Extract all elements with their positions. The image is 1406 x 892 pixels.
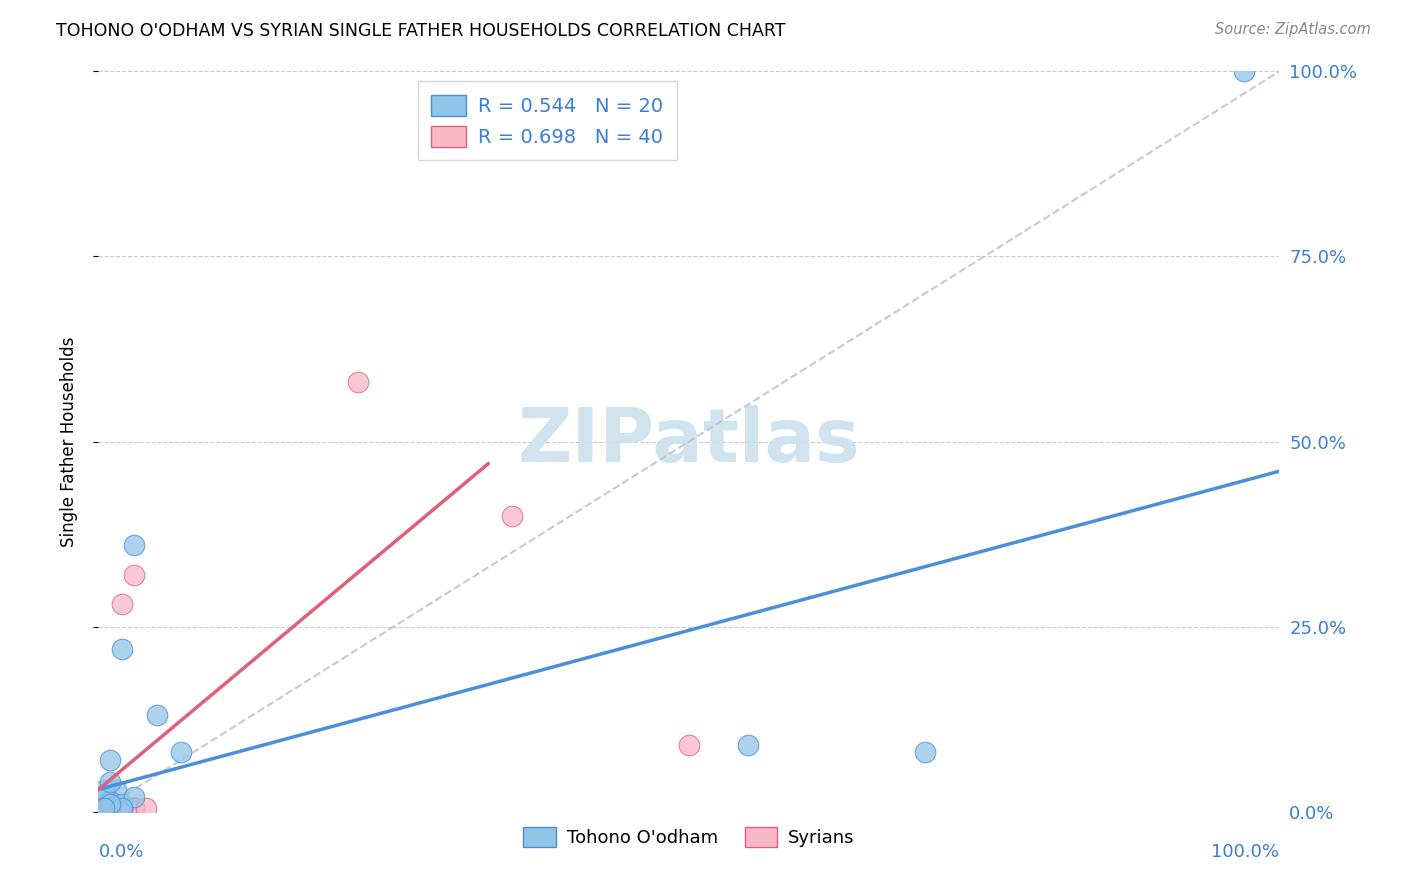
Point xyxy=(737,738,759,752)
Text: TOHONO O'ODHAM VS SYRIAN SINGLE FATHER HOUSEHOLDS CORRELATION CHART: TOHONO O'ODHAM VS SYRIAN SINGLE FATHER H… xyxy=(56,22,786,40)
Point xyxy=(93,797,115,812)
Point xyxy=(98,797,121,812)
Point xyxy=(93,801,115,815)
Point xyxy=(93,801,115,815)
Point xyxy=(111,801,134,815)
Point xyxy=(122,789,145,804)
Point xyxy=(1233,64,1256,78)
Point xyxy=(98,794,121,808)
Text: Source: ZipAtlas.com: Source: ZipAtlas.com xyxy=(1215,22,1371,37)
Point xyxy=(347,376,370,390)
Point xyxy=(122,567,145,582)
Point xyxy=(111,801,134,815)
Point xyxy=(111,801,134,815)
Point xyxy=(111,801,134,815)
Point xyxy=(93,789,115,804)
Text: 100.0%: 100.0% xyxy=(1212,843,1279,861)
Text: 0.0%: 0.0% xyxy=(98,843,143,861)
Point xyxy=(111,801,134,815)
Point xyxy=(98,801,121,815)
Point xyxy=(93,801,115,815)
Point xyxy=(122,801,145,815)
Point xyxy=(93,801,115,815)
Point xyxy=(111,801,134,815)
Y-axis label: Single Father Households: Single Father Households xyxy=(59,336,77,547)
Point xyxy=(98,801,121,815)
Point xyxy=(93,801,115,815)
Point xyxy=(111,598,134,612)
Point xyxy=(146,708,169,723)
Point xyxy=(93,801,115,815)
Point xyxy=(122,801,145,815)
Point xyxy=(111,801,134,815)
Point xyxy=(122,801,145,815)
Point xyxy=(98,801,121,815)
Point xyxy=(678,738,700,752)
Text: ZIPatlas: ZIPatlas xyxy=(517,405,860,478)
Point xyxy=(122,538,145,552)
Point xyxy=(98,801,121,815)
Point xyxy=(111,801,134,815)
Point xyxy=(122,801,145,815)
Point xyxy=(98,775,121,789)
Legend: Tohono O'odham, Syrians: Tohono O'odham, Syrians xyxy=(512,817,866,858)
Point xyxy=(98,801,121,815)
Point xyxy=(98,801,121,815)
Point xyxy=(98,801,121,815)
Point xyxy=(98,797,121,812)
Point xyxy=(93,801,115,815)
Point xyxy=(135,801,157,815)
Point xyxy=(98,801,121,815)
Point xyxy=(93,801,115,815)
Point xyxy=(98,801,121,815)
Point xyxy=(170,746,193,760)
Point xyxy=(93,801,115,815)
Point xyxy=(501,508,523,523)
Point xyxy=(111,801,134,815)
Point xyxy=(914,746,936,760)
Point xyxy=(111,797,134,812)
Point xyxy=(111,641,134,656)
Point xyxy=(105,782,128,797)
Point xyxy=(98,753,121,767)
Point xyxy=(98,797,121,812)
Point xyxy=(111,801,134,815)
Point xyxy=(93,801,115,815)
Point xyxy=(93,801,115,815)
Point xyxy=(105,801,128,815)
Point xyxy=(93,782,115,797)
